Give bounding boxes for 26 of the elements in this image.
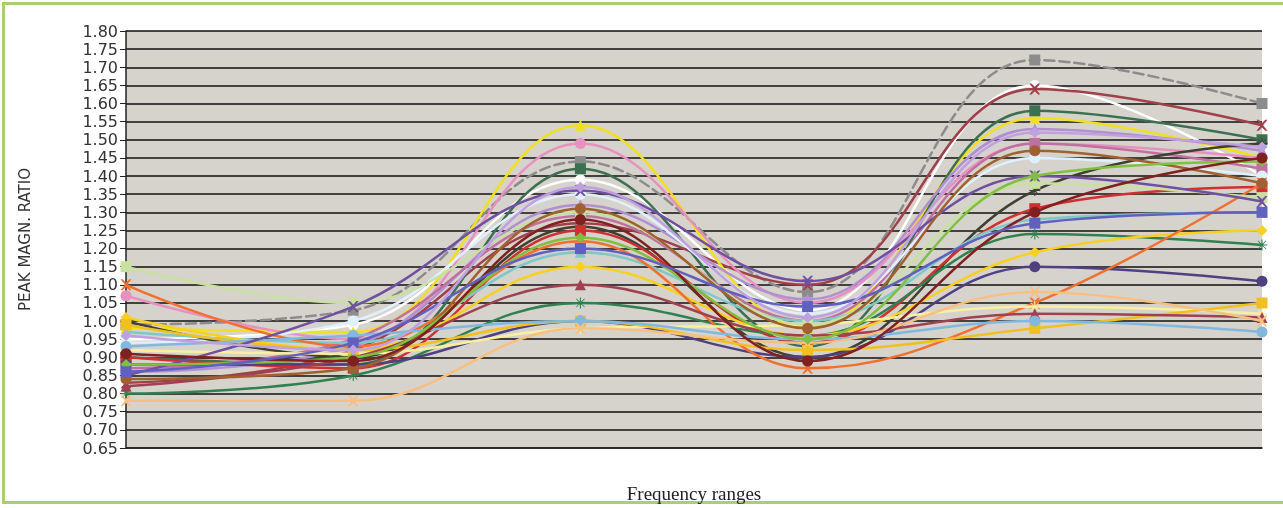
x-axis-title: Frequency ranges <box>626 483 762 504</box>
y-axis-title: PEAK MAGN. RATIO <box>15 167 34 312</box>
y-tick-label: 0.90 <box>82 347 118 367</box>
y-tick-label: 1.35 <box>82 184 118 204</box>
y-tick-label: 1.60 <box>82 94 118 114</box>
y-tick-label: 1.65 <box>82 75 118 95</box>
y-tick-label: 1.25 <box>82 220 118 240</box>
y-tick-label: 0.65 <box>82 438 118 458</box>
y-tick-label: 1.50 <box>82 130 118 150</box>
y-tick-label: 1.40 <box>82 166 118 186</box>
y-tick-label: 0.75 <box>82 402 118 422</box>
y-tick-label: 0.85 <box>82 365 118 385</box>
y-tick-label: 1.20 <box>82 239 118 259</box>
y-tick-label: 1.80 <box>82 21 118 41</box>
y-tick-label: 1.70 <box>82 57 118 77</box>
y-tick-label: 1.45 <box>82 148 118 168</box>
y-tick-label: 1.55 <box>82 112 118 132</box>
y-tick-label: 1.05 <box>82 293 118 313</box>
y-tick-label: 1.75 <box>82 39 118 59</box>
y-tick-label: 0.70 <box>82 420 118 440</box>
y-tick-label: 1.10 <box>82 275 118 295</box>
y-tick-label: 1.30 <box>82 202 118 222</box>
y-tick-label: 0.95 <box>82 329 118 349</box>
y-tick-label: 1.15 <box>82 257 118 277</box>
y-tick-label: 1.00 <box>82 311 118 331</box>
y-tick-label: 0.80 <box>82 384 118 404</box>
